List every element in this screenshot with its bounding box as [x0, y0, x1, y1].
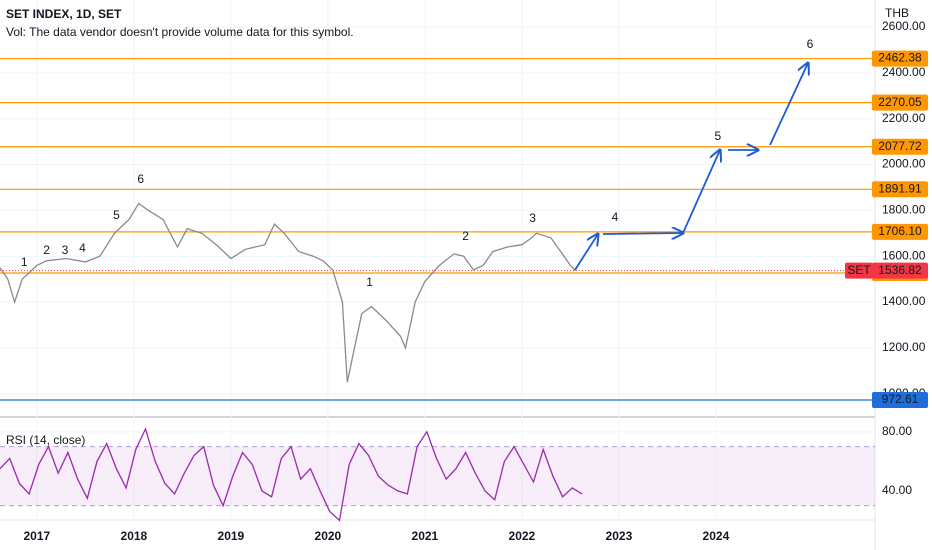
wave-label: 6 — [807, 37, 814, 51]
level-label-box — [872, 94, 928, 111]
wave-label: 2 — [462, 229, 469, 243]
wave-label: 1 — [21, 255, 28, 269]
y-tick-label: 1600.00 — [882, 248, 926, 262]
price-line — [0, 202, 576, 383]
y-tick-label: 2200.00 — [882, 111, 926, 125]
y-tick-label: 2400.00 — [882, 65, 926, 79]
level-label: 1706.10 — [878, 224, 922, 238]
level-label: 2462.38 — [878, 51, 922, 65]
x-tick-label: 2017 — [24, 529, 51, 543]
last-name: SET — [847, 263, 871, 277]
rsi-band — [0, 446, 875, 506]
wave-label: 5 — [113, 208, 120, 222]
level-label: 2270.05 — [878, 95, 922, 109]
x-tick-label: 2021 — [412, 529, 439, 543]
arrow — [769, 63, 808, 146]
x-tick-label: 2020 — [315, 529, 342, 543]
arrow — [682, 150, 720, 234]
wave-label: 4 — [612, 210, 619, 224]
x-tick-label: 2022 — [509, 529, 536, 543]
rsi-tick-label: 40.00 — [882, 483, 912, 497]
wave-label: 5 — [715, 129, 722, 143]
wave-label: 6 — [137, 172, 144, 186]
x-tick-label: 2024 — [703, 529, 730, 543]
drawing-arrows — [574, 63, 808, 271]
level-label-box — [872, 223, 928, 240]
last-name-box — [845, 262, 873, 279]
rsi-line — [0, 427, 583, 522]
currency: THB — [885, 6, 909, 20]
x-tick-label: 2018 — [121, 529, 148, 543]
arrow — [574, 234, 598, 271]
level-label-box — [872, 181, 928, 198]
rsi-tick-label: 80.00 — [882, 424, 912, 438]
last-price: 1536.82 — [878, 263, 922, 277]
x-tick-label: 2019 — [218, 529, 245, 543]
level-label: 2077.72 — [878, 139, 922, 153]
y-tick-label: 1400.00 — [882, 294, 926, 308]
subtitle: Vol: The data vendor doesn't provide vol… — [6, 25, 354, 39]
y-tick-label: 2000.00 — [882, 157, 926, 171]
level-label: 1891.91 — [878, 181, 922, 195]
last-price-box — [872, 262, 928, 279]
rsi-title: RSI (14, close) — [6, 433, 85, 447]
x-tick-label: 2023 — [606, 529, 633, 543]
level-label-box — [872, 391, 928, 408]
wave-label: 3 — [62, 243, 69, 257]
chart-title: SET INDEX, 1D, SET — [6, 7, 122, 21]
level-label-box — [872, 138, 928, 155]
arrow — [602, 233, 683, 234]
wave-label: 3 — [529, 211, 536, 225]
y-tick-label: 1800.00 — [882, 203, 926, 217]
wave-label: 4 — [79, 241, 86, 255]
y-tick-label: 1200.00 — [882, 340, 926, 354]
level-label: 972.61 — [882, 392, 919, 406]
wave-label: 2 — [43, 243, 50, 257]
wave-label: 1 — [366, 275, 373, 289]
y-tick-label: 2600.00 — [882, 19, 926, 33]
level-label-box — [872, 50, 928, 67]
